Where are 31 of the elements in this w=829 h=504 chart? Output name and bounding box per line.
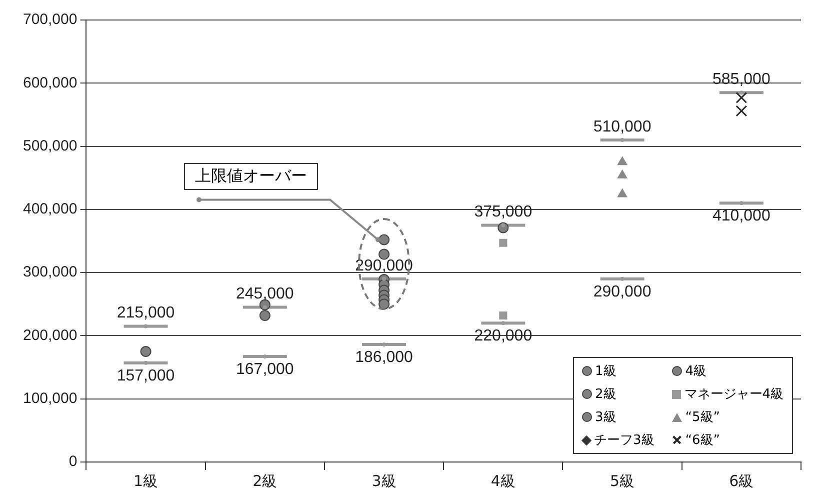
legend-label: マネージャー4級	[684, 386, 784, 403]
x-tick-label: 3級	[372, 472, 396, 490]
y-tick-label: 400,000	[22, 200, 78, 218]
data-label: 410,000	[712, 208, 770, 225]
y-tick-label: 700,000	[22, 11, 78, 28]
y-tick-label: 600,000	[22, 74, 78, 92]
legend-label: 3級	[595, 409, 616, 426]
data-label: 290,000	[593, 283, 652, 300]
y-tick-label: 100,000	[22, 390, 78, 407]
data-label: 157,000	[116, 367, 175, 384]
data-label: 245,000	[236, 286, 294, 303]
annotation: 上限値オーバー	[184, 162, 318, 190]
x-tick-label: 6級	[729, 472, 754, 490]
y-tick-label: 500,000	[22, 137, 78, 154]
x-tick-label: 4級	[490, 472, 516, 490]
data-label: 186,000	[355, 348, 414, 366]
legend-label: 4級	[685, 363, 707, 380]
x-tick-label: 1級	[134, 472, 158, 490]
y-tick-label: 300,000	[22, 264, 78, 281]
x-tick-label: 5級	[610, 472, 635, 490]
data-label: 167,000	[236, 360, 294, 378]
legend-label: 1級	[595, 363, 616, 380]
legend-label: “5級”	[685, 409, 720, 426]
legend-label: “6級”	[685, 432, 720, 449]
legend-label: チーフ3級	[594, 432, 654, 449]
legend-label: 2級	[595, 386, 616, 403]
y-tick-label: 0	[68, 453, 78, 470]
data-label: 215,000	[116, 304, 175, 322]
x-tick-label: 2級	[252, 472, 278, 490]
y-tick-label: 200,000	[22, 326, 78, 344]
data-label: 510,000	[593, 118, 652, 136]
